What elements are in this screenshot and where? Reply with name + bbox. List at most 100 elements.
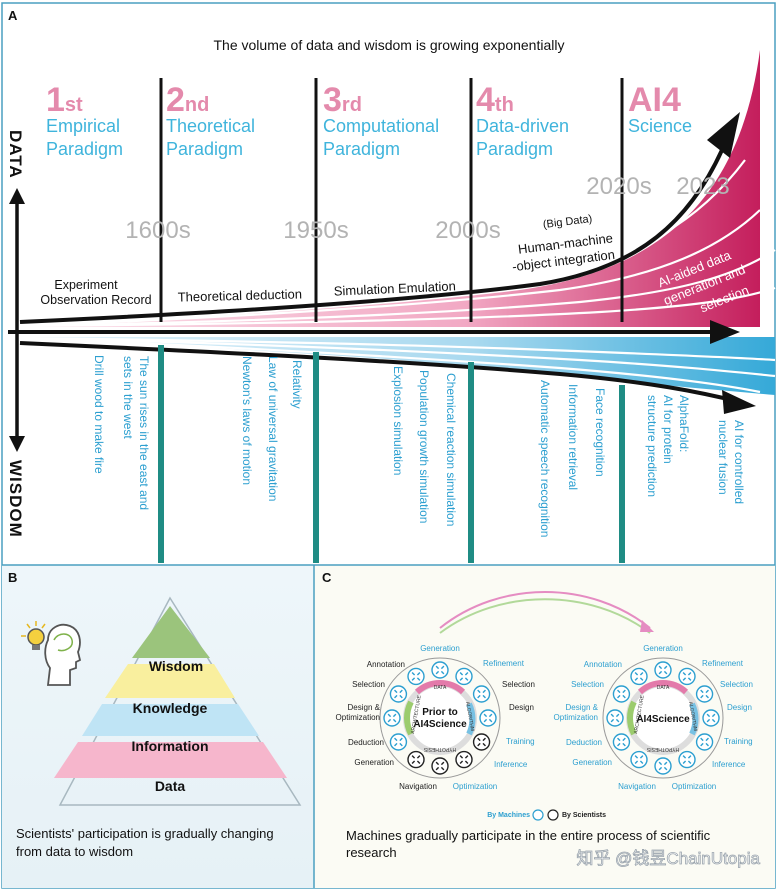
wisdom-curve-arrowhead [722, 390, 756, 414]
prior-step-inference: Inference [494, 760, 528, 769]
cycle-prior-node-icon-5 [472, 733, 491, 751]
ai-step-generation-left: Generation [572, 758, 612, 767]
prior-step-design-1: Design & [348, 703, 381, 712]
paradigm-4-ordinal: th [495, 94, 514, 116]
paradigm-4-line2: Paradigm [476, 139, 553, 159]
time-axis-arrowhead [710, 320, 740, 344]
pyramid-outline [58, 596, 302, 806]
paradigm-3-ordinal: rd [342, 94, 362, 116]
ai-step-optimization-left: Optimization [554, 713, 598, 722]
ai-step-annotation: Annotation [584, 660, 622, 669]
panel-a-headline: The volume of data and wisdom is growing… [214, 37, 565, 53]
wisdom-item-alphafold-1: AlphaFold: [677, 395, 691, 452]
era-dividers [158, 78, 625, 563]
wisdom-item-alphafold-2: AI for protein [661, 395, 675, 464]
cycle-nodes [383, 661, 720, 775]
wisdom-item-face: Face recognition [593, 388, 607, 477]
cycle-ai-ring-data: DATA [657, 685, 670, 691]
panel-c-legend: By Machines By Scientists [487, 809, 606, 821]
paradigm-4: 4th Data-driven Paradigm [476, 81, 569, 159]
paradigm-1: 1st Empirical Paradigm [46, 81, 123, 159]
cycle-ai-node-icon-9 [612, 733, 631, 751]
ai-step-design-right: Design [727, 703, 752, 712]
ai-step-training: Training [724, 737, 753, 746]
paradigm-2-ordinal: nd [185, 94, 209, 116]
panel-a-label: A [8, 8, 18, 23]
legend-scientists-label: By Scientists [562, 812, 606, 819]
axis-label-wisdom: WISDOM [6, 460, 25, 538]
wisdom-axis-arrowhead [9, 436, 25, 452]
svg-text:4th: 4th [476, 81, 514, 119]
cycle-ai-node-icon-7 [654, 757, 672, 775]
pyramid-label-knowledge: Knowledge [133, 700, 208, 716]
ai-step-refinement: Refinement [702, 659, 744, 668]
prior-step-design-right: Design [509, 703, 534, 712]
ai-step-inference: Inference [712, 760, 746, 769]
pyramid-label-data: Data [155, 778, 186, 794]
pyramid-knowledge [105, 664, 235, 698]
pyramid-wisdom [132, 606, 210, 658]
axis-label-data: DATA [6, 130, 25, 179]
panel-b-caption-1: Scientists' participation is gradually c… [16, 826, 274, 841]
cycle-ai-ring-algorithm: ALGORITHM [687, 701, 698, 731]
paradigm-4-number: 4 [476, 81, 495, 119]
prior-step-deduction: Deduction [348, 738, 384, 747]
wisdom-item-gravitation: Law of universal gravitation [266, 356, 280, 501]
cycle-ai-node-icon-8 [630, 750, 648, 769]
year-1600s: 1600s [125, 217, 190, 244]
paradigm-1-line2: Paradigm [46, 139, 123, 159]
wisdom-item-fusion-1: AI for controlled [732, 420, 746, 504]
paradigm-3-line2: Paradigm [323, 139, 400, 159]
wisdom-item-chemical: Chemical reaction simulation [444, 373, 458, 526]
wisdom-item-sun-rises-1: The sun rises in the east and [137, 356, 151, 510]
cycle-ai-node-icon-5 [695, 733, 714, 751]
panel-b-label: B [8, 570, 17, 585]
cycle-ai-node-icon-6 [678, 750, 696, 769]
year-2000s: 2000s [435, 217, 500, 244]
cycle-prior-node-icon-8 [407, 750, 425, 769]
data-label-observation: Observation Record [40, 293, 151, 307]
wisdom-curve [19, 341, 741, 404]
cycle-ai-node-icon-2 [678, 667, 696, 686]
svg-text:2nd: 2nd [166, 81, 209, 119]
wisdom-item-drill-wood: Drill wood to make fire [92, 355, 106, 474]
cycle-prior-node-icon-1 [431, 661, 449, 679]
cycle-prior-center-1: Prior to [422, 707, 458, 718]
data-label-experiment: Experiment [54, 278, 118, 292]
wisdom-item-population: Population growth simulation [417, 370, 431, 523]
cycle-prior-node-icon-6 [455, 750, 473, 769]
data-curve-arrowhead [707, 112, 740, 158]
panel-c-caption-1: Machines gradually participate in the en… [346, 828, 711, 843]
legend-machines-label: By Machines [487, 812, 530, 819]
cycle-prior-ring-data: DATA [434, 685, 447, 691]
wisdom-item-sun-rises-2: sets in the west [121, 356, 135, 439]
paradigm-3-line1: Computational [323, 116, 439, 136]
cycle-ai-steps: Generation Annotation Selection Design &… [554, 644, 753, 791]
wisdom-item-alphafold-3: structure prediction [645, 395, 659, 497]
cycle-ai-ring-hypothesis: HYPOTHESIS [646, 746, 679, 752]
cycle-ai-node-icon-11 [612, 685, 631, 703]
cycle-prior-steps: Generation Annotation Selection Design &… [336, 644, 535, 791]
cycle-prior-node-icon-2 [455, 667, 473, 686]
svg-text:3rd: 3rd [323, 81, 362, 119]
data-label-big-data: (Big Data) [542, 213, 593, 231]
paradigm-1-number: 1 [46, 81, 65, 119]
year-1950s: 1950s [283, 217, 348, 244]
data-curve [19, 149, 724, 324]
cycle-ai-node-icon-1 [654, 661, 672, 679]
prior-step-generation-top: Generation [420, 644, 460, 653]
wisdom-items: Drill wood to make fire The sun rises in… [92, 355, 746, 537]
data-growth-area [20, 50, 760, 327]
legend-machines-icon [532, 809, 544, 821]
wisdom-item-newton: Newton's laws of motion [240, 356, 254, 485]
pyramid-information [82, 704, 259, 736]
data-label-theoretical-deduction: Theoretical deduction [178, 286, 303, 304]
legend-scientists-icon [547, 809, 559, 821]
wisdom-item-relativity: Relativity [290, 360, 304, 409]
cycle-prior-ring-algorithm: ALGORITHM [464, 701, 475, 731]
paradigm-2-line2: Paradigm [166, 139, 243, 159]
transition-arrow [439, 591, 651, 629]
prior-step-refinement: Refinement [483, 659, 525, 668]
